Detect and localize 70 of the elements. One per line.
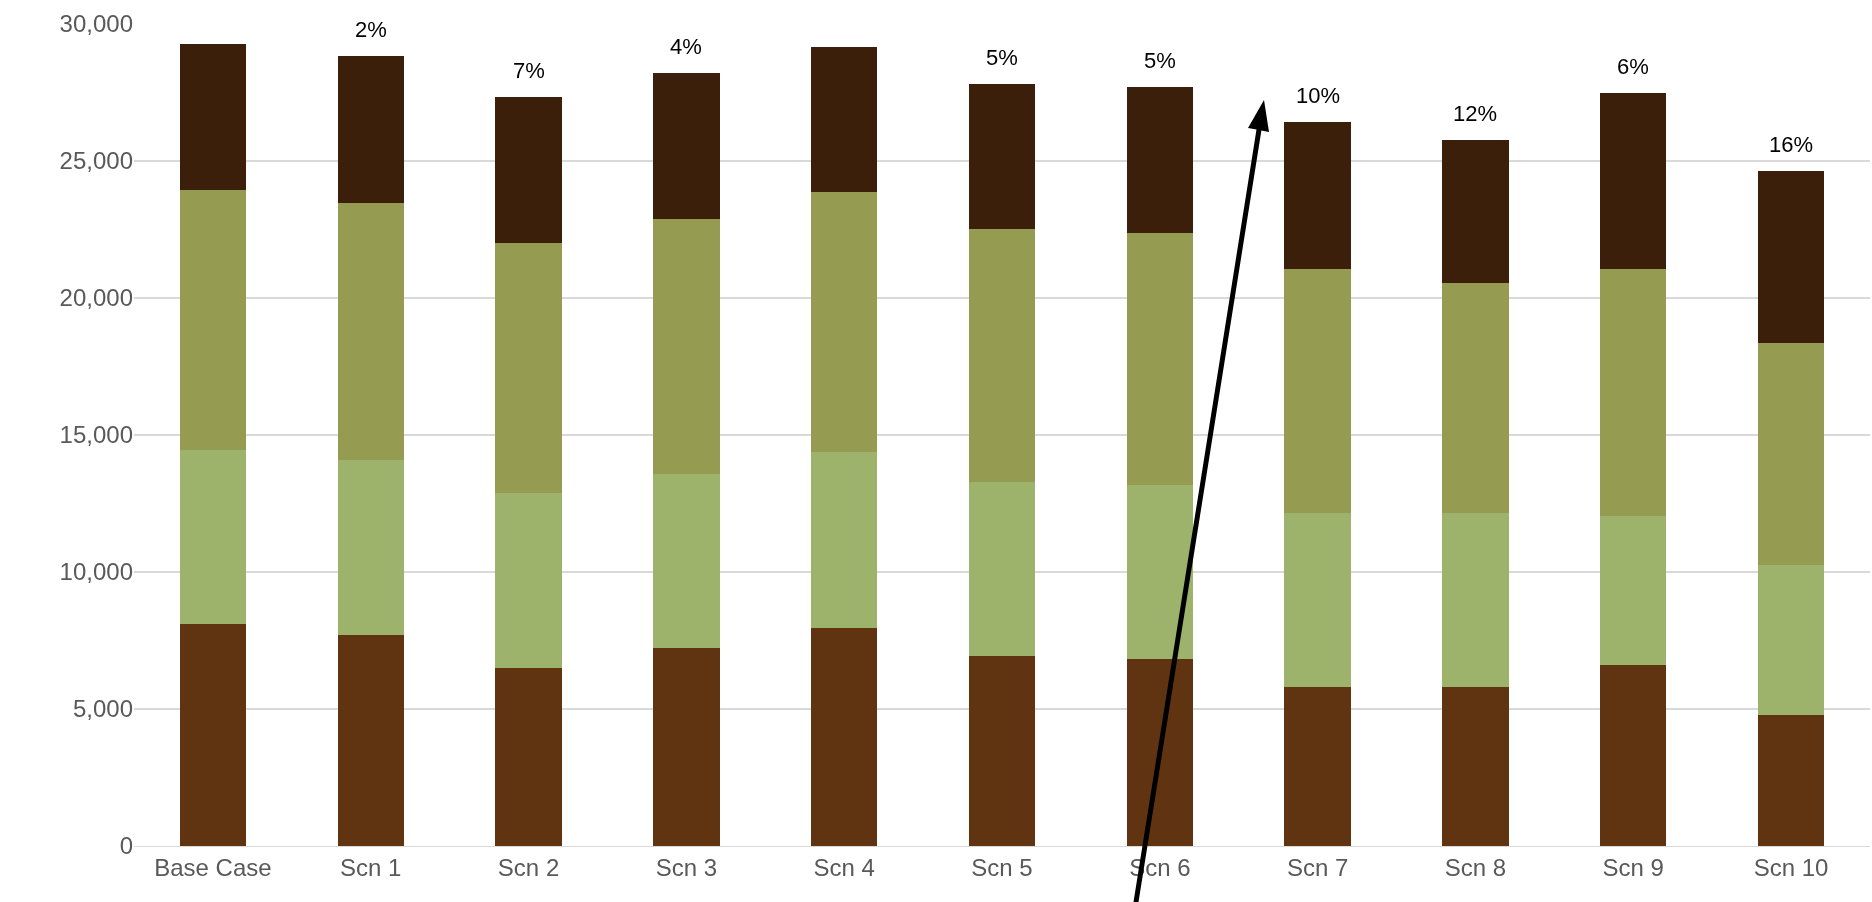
bar: [1284, 121, 1351, 269]
bar: [1600, 664, 1667, 846]
bar: [179, 44, 247, 190]
bar: [653, 473, 720, 648]
bar: [179, 624, 247, 846]
annotation: 12%: [1453, 101, 1498, 126]
bar: [653, 647, 720, 846]
bar: [1442, 513, 1509, 688]
bar: [968, 482, 1036, 657]
bar: [1442, 282, 1509, 514]
annotation: 4%: [670, 34, 702, 59]
annotation: 7%: [513, 58, 545, 83]
bar: [1757, 342, 1825, 565]
bar: [1126, 484, 1193, 659]
y-tick-label: 5,000: [72, 695, 133, 723]
bar: [1600, 93, 1667, 269]
x-tick-label: Scn 2: [497, 853, 560, 881]
bar: [1442, 139, 1509, 283]
annotation: 10%: [1296, 83, 1341, 108]
y-tick-label: 0: [119, 832, 133, 860]
bar: [337, 202, 404, 460]
bar: [811, 627, 878, 846]
annotation: 5%: [986, 45, 1018, 70]
x-tick-label: Scn 3: [655, 853, 718, 881]
bar: [1126, 658, 1193, 846]
annotation: 16%: [1769, 132, 1814, 157]
bar: [179, 450, 247, 625]
annotation: 5%: [1144, 48, 1176, 73]
bar: [495, 668, 562, 846]
bar: [1442, 687, 1509, 846]
x-tick-label: Base Case: [154, 853, 272, 881]
y-tick-label: 25,000: [59, 147, 133, 175]
bar: [1600, 515, 1667, 665]
annotation: 6%: [1617, 54, 1649, 79]
bar: [1757, 564, 1825, 715]
bar: [337, 459, 404, 636]
bar: [968, 656, 1036, 846]
bar: [968, 83, 1036, 230]
x-tick-label: Scn 7: [1286, 853, 1349, 881]
bar: [1284, 268, 1351, 514]
bar: [495, 243, 562, 493]
bar: [337, 56, 404, 203]
x-tick-label: Scn 1: [340, 853, 402, 881]
bar: [495, 96, 562, 244]
bar: [1284, 513, 1351, 688]
x-tick-label: Scn 8: [1444, 853, 1507, 881]
bar: [1757, 170, 1825, 343]
x-tick-label: Scn 4: [813, 853, 875, 881]
x-tick-label: Scn 10: [1753, 853, 1829, 881]
annotation: 2%: [355, 17, 387, 42]
x-tick-label: Scn 5: [971, 853, 1033, 881]
bar: [1126, 232, 1193, 485]
y-tick-label: 15,000: [59, 421, 133, 449]
bar: [968, 229, 1036, 483]
bar: [653, 73, 720, 219]
bar: [811, 46, 878, 193]
bar: [337, 635, 404, 846]
bar: [1600, 268, 1667, 516]
x-tick-label: Scn 9: [1602, 853, 1664, 881]
bar: [1126, 87, 1193, 233]
y-tick-label: 30,000: [59, 10, 133, 38]
bar: [1284, 687, 1351, 846]
bar: [1757, 714, 1825, 846]
bar: [179, 189, 247, 451]
bar: [811, 452, 878, 628]
bar: [811, 192, 878, 453]
y-tick-label: 10,000: [59, 558, 133, 586]
y-tick-label: 20,000: [59, 284, 133, 312]
bar: [495, 492, 562, 669]
bar: [653, 218, 720, 474]
